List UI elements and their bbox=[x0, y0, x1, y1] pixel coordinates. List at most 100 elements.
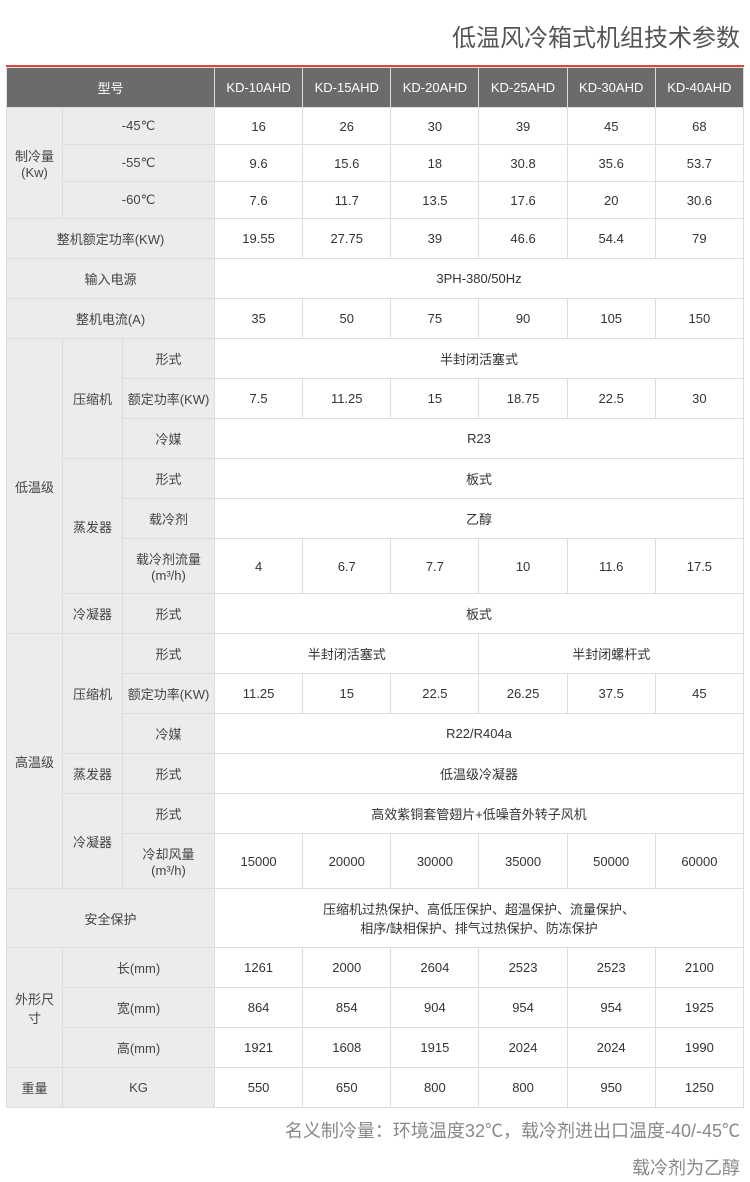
cell: 15000 bbox=[215, 834, 303, 889]
cell: 30000 bbox=[391, 834, 479, 889]
cell: 50000 bbox=[567, 834, 655, 889]
cell: 30 bbox=[655, 379, 743, 419]
ls-comp-form-label: 形式 bbox=[123, 339, 215, 379]
cell: 18 bbox=[391, 145, 479, 182]
cell: 7.7 bbox=[391, 539, 479, 594]
ls-evap-coolant-label: 载冷剂 bbox=[123, 499, 215, 539]
ls-comp-power-label: 额定功率(KW) bbox=[123, 379, 215, 419]
cell: 1250 bbox=[655, 1068, 743, 1108]
cell: 17.5 bbox=[655, 539, 743, 594]
ls-evap-form-value: 板式 bbox=[215, 459, 744, 499]
cell: 954 bbox=[567, 988, 655, 1028]
table-row: 冷凝器 形式 高效紫铜套管翅片+低噪音外转子风机 bbox=[7, 794, 744, 834]
cell: 954 bbox=[479, 988, 567, 1028]
dim-h-label: 高(mm) bbox=[63, 1028, 215, 1068]
cell: 650 bbox=[303, 1068, 391, 1108]
page-title: 低温风冷箱式机组技术参数 bbox=[0, 0, 750, 65]
table-row: 蒸发器 形式 低温级冷凝器 bbox=[7, 754, 744, 794]
cell: 46.6 bbox=[479, 219, 567, 259]
cell: 864 bbox=[215, 988, 303, 1028]
cell: 11.25 bbox=[303, 379, 391, 419]
hs-evap-form-label: 形式 bbox=[123, 754, 215, 794]
ls-cond-form-label: 形式 bbox=[123, 594, 215, 634]
table-row: 外形尺寸 长(mm) 1261 2000 2604 2523 2523 2100 bbox=[7, 948, 744, 988]
current-label: 整机电流(A) bbox=[7, 299, 215, 339]
table-row: 安全保护 压缩机过热保护、高低压保护、超温保护、流量保护、 相序/缺相保护、排气… bbox=[7, 889, 744, 948]
hs-evap-label: 蒸发器 bbox=[63, 754, 123, 794]
weight-label: 重量 bbox=[7, 1068, 63, 1108]
col-4: KD-25AHD bbox=[479, 68, 567, 108]
cell: 6.7 bbox=[303, 539, 391, 594]
cell: 75 bbox=[391, 299, 479, 339]
cell: 2604 bbox=[391, 948, 479, 988]
cell: 16 bbox=[215, 108, 303, 145]
cell: 50 bbox=[303, 299, 391, 339]
cell: 2523 bbox=[479, 948, 567, 988]
col-2: KD-15AHD bbox=[303, 68, 391, 108]
ls-comp-refrig-value: R23 bbox=[215, 419, 744, 459]
cell: 105 bbox=[567, 299, 655, 339]
cell: 2024 bbox=[479, 1028, 567, 1068]
cell: 11.25 bbox=[215, 674, 303, 714]
cell: 1990 bbox=[655, 1028, 743, 1068]
cooling-label: 制冷量(Kw) bbox=[7, 108, 63, 219]
cell: 19.55 bbox=[215, 219, 303, 259]
table-row: 重量 KG 550 650 800 800 950 1250 bbox=[7, 1068, 744, 1108]
ls-cond-form-value: 板式 bbox=[215, 594, 744, 634]
cell: 35000 bbox=[479, 834, 567, 889]
low-stage-label: 低温级 bbox=[7, 339, 63, 634]
cell: 1915 bbox=[391, 1028, 479, 1068]
cell: 20000 bbox=[303, 834, 391, 889]
cell: 150 bbox=[655, 299, 743, 339]
cell: 35 bbox=[215, 299, 303, 339]
hs-comp-form-right: 半封闭螺杆式 bbox=[479, 634, 744, 674]
hs-comp-form-label: 形式 bbox=[123, 634, 215, 674]
table-row: 整机额定功率(KW) 19.55 27.75 39 46.6 54.4 79 bbox=[7, 219, 744, 259]
cell: 22.5 bbox=[391, 674, 479, 714]
col-model: 型号 bbox=[7, 68, 215, 108]
ls-evap-label: 蒸发器 bbox=[63, 459, 123, 594]
input-power-value: 3PH-380/50Hz bbox=[215, 259, 744, 299]
cell: 11.7 bbox=[303, 182, 391, 219]
cell: 53.7 bbox=[655, 145, 743, 182]
table-row: -55℃ 9.6 15.6 18 30.8 35.6 53.7 bbox=[7, 145, 744, 182]
cell: 20 bbox=[567, 182, 655, 219]
cell: 800 bbox=[479, 1068, 567, 1108]
ls-compressor-label: 压缩机 bbox=[63, 339, 123, 459]
cell: 2100 bbox=[655, 948, 743, 988]
cell: 854 bbox=[303, 988, 391, 1028]
cell: 54.4 bbox=[567, 219, 655, 259]
cell: 4 bbox=[215, 539, 303, 594]
cell: 2000 bbox=[303, 948, 391, 988]
table-row: 宽(mm) 864 854 904 954 954 1925 bbox=[7, 988, 744, 1028]
table-row: 整机电流(A) 35 50 75 90 105 150 bbox=[7, 299, 744, 339]
hs-comp-refrig-value: R22/R404a bbox=[215, 714, 744, 754]
safety-label: 安全保护 bbox=[7, 889, 215, 948]
input-power-label: 输入电源 bbox=[7, 259, 215, 299]
ls-comp-refrig-label: 冷媒 bbox=[123, 419, 215, 459]
cell: 9.6 bbox=[215, 145, 303, 182]
cell: 1921 bbox=[215, 1028, 303, 1068]
cell: 39 bbox=[479, 108, 567, 145]
cell: 27.75 bbox=[303, 219, 391, 259]
cell: 7.5 bbox=[215, 379, 303, 419]
ls-comp-form-value: 半封闭活塞式 bbox=[215, 339, 744, 379]
dim-l-label: 长(mm) bbox=[63, 948, 215, 988]
cell: 2523 bbox=[567, 948, 655, 988]
hs-comp-power-label: 额定功率(KW) bbox=[123, 674, 215, 714]
footnote-1: 名义制冷量：环境温度32℃，载冷剂进出口温度-40/-45℃ bbox=[0, 1108, 750, 1145]
table-row: 冷凝器 形式 板式 bbox=[7, 594, 744, 634]
table-row: 高(mm) 1921 1608 1915 2024 2024 1990 bbox=[7, 1028, 744, 1068]
ls-evap-flow-label: 载冷剂流量(m³/h) bbox=[123, 539, 215, 594]
cell: 79 bbox=[655, 219, 743, 259]
table-row: 高温级 压缩机 形式 半封闭活塞式 半封闭螺杆式 bbox=[7, 634, 744, 674]
dim-label: 外形尺寸 bbox=[7, 948, 63, 1068]
ls-evap-form-label: 形式 bbox=[123, 459, 215, 499]
footnote-2: 载冷剂为乙醇 bbox=[0, 1145, 750, 1182]
dim-w-label: 宽(mm) bbox=[63, 988, 215, 1028]
cell: 15.6 bbox=[303, 145, 391, 182]
high-stage-label: 高温级 bbox=[7, 634, 63, 889]
hs-comp-refrig-label: 冷媒 bbox=[123, 714, 215, 754]
cell: 550 bbox=[215, 1068, 303, 1108]
weight-unit: KG bbox=[63, 1068, 215, 1108]
